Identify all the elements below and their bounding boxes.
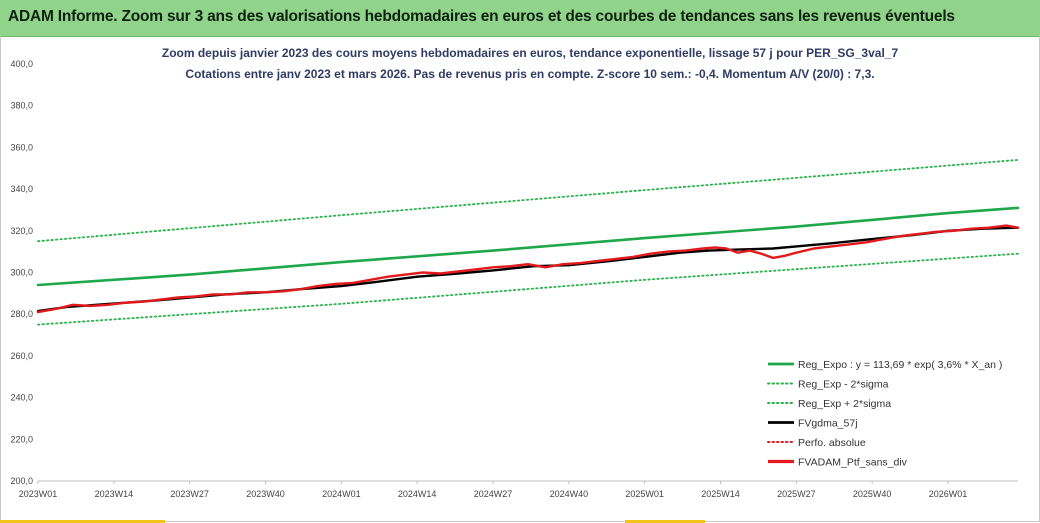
x-tick-label: 2024W01 (322, 489, 361, 499)
series-group (36, 158, 1020, 326)
axes: 200,0 220,0 240,0 260,0 280,0 300,0 320,0 340,0… (10, 59, 1018, 499)
y-tick-label: 260,0 (10, 351, 33, 361)
x-tick-label: 2025W01 (625, 489, 664, 499)
y-tick-label: 200,0 (10, 476, 33, 486)
accent-bar-middle (625, 520, 705, 523)
chart-subtitle-line2: Cotations entre janv 2023 et mars 2026. … (185, 67, 874, 81)
y-tick-label: 380,0 (10, 101, 33, 111)
y-tick-label: 220,0 (10, 434, 33, 444)
y-tick-label: 300,0 (10, 268, 33, 278)
legend-label: FVADAM_Ptf_sans_div (798, 457, 908, 469)
x-tick-label: 2025W27 (777, 489, 816, 499)
x-tick-label: 2023W14 (95, 489, 134, 499)
y-tick-label: 400,0 (10, 59, 33, 69)
series-line-2 (37, 158, 1019, 243)
y-tick-label: 360,0 (10, 142, 33, 152)
y-tick-label: 280,0 (10, 309, 33, 319)
y-tick-label: 340,0 (10, 184, 33, 194)
chart-subtitle-line1: Zoom depuis janvier 2023 des cours moyen… (162, 46, 899, 60)
legend-label: Reg_Exp + 2*sigma (798, 398, 891, 410)
series-line-1 (37, 252, 1019, 326)
page-title: ADAM Informe. Zoom sur 3 ans des valoris… (8, 8, 955, 25)
x-tick-label: 2024W14 (398, 489, 437, 499)
accent-bar-left (0, 520, 165, 523)
legend-label: FVgdma_57j (798, 418, 858, 430)
legend-label: Reg_Exp - 2*sigma (798, 379, 889, 391)
legend-label: Reg_Expo : y = 113,69 * exp( 3,6% * X_an… (798, 359, 1002, 371)
series-line-5 (36, 224, 1020, 314)
x-tick-label: 2024W40 (550, 489, 589, 499)
header-bar: ADAM Informe. Zoom sur 3 ans des valoris… (0, 0, 1040, 37)
series-line-0 (36, 206, 1020, 287)
x-tick-label: 2025W14 (701, 489, 740, 499)
x-tick-label: 2024W27 (474, 489, 513, 499)
x-tick-label: 2023W27 (170, 489, 209, 499)
series-line-3 (36, 226, 1020, 313)
x-tick-label: 2023W01 (19, 489, 58, 499)
y-tick-label: 320,0 (10, 226, 33, 236)
y-tick-label: 240,0 (10, 393, 33, 403)
legend: Reg_Expo : y = 113,69 * exp( 3,6% * X_an… (767, 359, 1002, 469)
x-tick-label: 2026W01 (929, 489, 968, 499)
legend-label: Perfo. absolue (798, 437, 866, 449)
x-tick-label: 2023W40 (246, 489, 285, 499)
x-tick-label: 2025W40 (853, 489, 892, 499)
